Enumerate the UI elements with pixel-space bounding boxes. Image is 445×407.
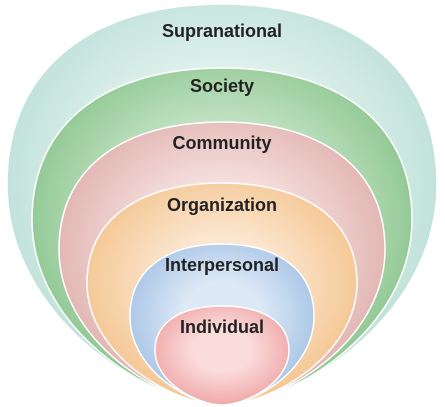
layer-label-interpersonal: Interpersonal [165, 255, 279, 275]
layer-label-organization: Organization [167, 195, 277, 215]
layer-label-supranational: Supranational [162, 21, 282, 41]
layer-label-society: Society [190, 76, 254, 96]
layer-label-community: Community [173, 133, 272, 153]
layer-shape-individual [154, 305, 290, 406]
layer-label-individual: Individual [180, 317, 264, 337]
